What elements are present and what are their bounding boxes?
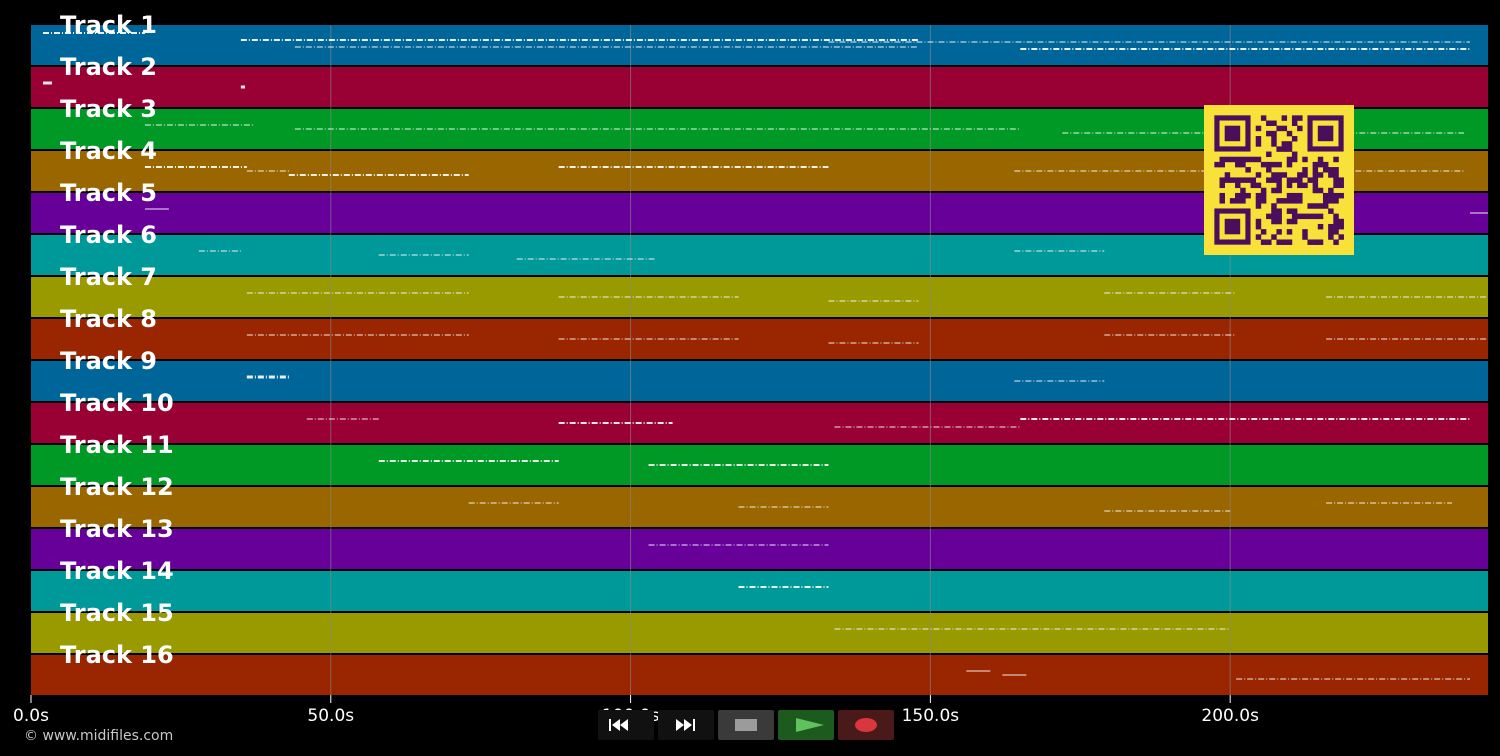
track-label: Track 12 (60, 473, 174, 501)
play-icon (778, 718, 834, 744)
axis-tick-label: 0.0s (13, 706, 49, 726)
track-label: Track 6 (60, 221, 158, 249)
copyright-text: © www.midifiles.com (24, 728, 174, 744)
track-label: Track 15 (60, 599, 174, 627)
axis-tick-label: 150.0s (901, 706, 960, 726)
track-label: Track 10 (60, 389, 174, 417)
track-lane (31, 319, 1488, 359)
track-label: Track 2 (60, 53, 158, 81)
track-label: Track 4 (60, 137, 158, 165)
rewind-button[interactable] (598, 710, 654, 740)
fast-forward-icon (658, 719, 714, 744)
track-label: Track 8 (60, 305, 158, 333)
record-button[interactable] (838, 710, 894, 740)
track-label: Track 11 (60, 431, 174, 459)
rewind-icon (598, 719, 654, 744)
track-lane (31, 571, 1488, 611)
play-button[interactable] (778, 710, 834, 740)
track-lane (31, 529, 1488, 569)
track-lane (31, 25, 1488, 65)
track-label: Track 14 (60, 557, 174, 585)
track-lane (31, 613, 1488, 653)
stop-button[interactable] (718, 710, 774, 740)
track-label: Track 13 (60, 515, 174, 543)
axis-tick-label: 200.0s (1201, 706, 1259, 726)
transport-controls (598, 710, 894, 740)
track-lane (31, 403, 1488, 443)
track-lane (31, 655, 1488, 695)
axis-tick-label: 50.0s (307, 706, 355, 726)
track-lane (31, 487, 1488, 527)
track-lane (31, 361, 1488, 401)
track-label: Track 1 (60, 11, 158, 39)
stop-icon (718, 719, 774, 744)
qr-code (1204, 105, 1354, 255)
track-label: Track 9 (60, 347, 158, 375)
track-lane (31, 67, 1488, 107)
track-label: Track 3 (60, 95, 158, 123)
fast-forward-button[interactable] (658, 710, 714, 740)
track-label: Track 5 (60, 179, 158, 207)
track-label: Track 7 (60, 263, 158, 291)
track-label: Track 16 (60, 641, 174, 669)
record-icon (838, 718, 894, 744)
track-lane (31, 277, 1488, 317)
